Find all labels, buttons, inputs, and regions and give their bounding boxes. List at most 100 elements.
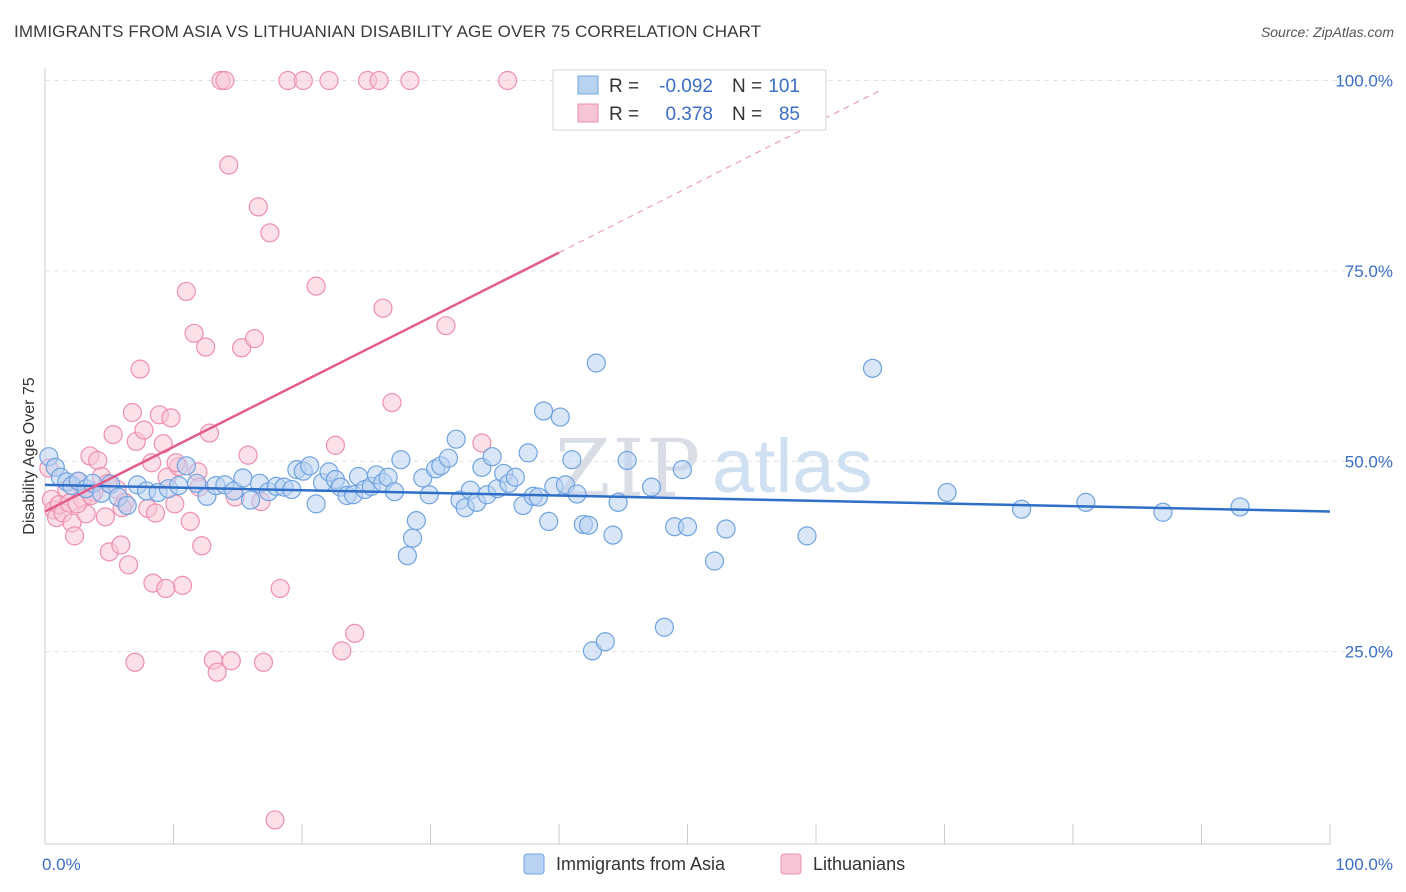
asia-point-72: [533, 401, 554, 421]
asia-point-11: [117, 495, 137, 516]
lithuanian-point-46: [207, 662, 227, 682]
asia-point-55: [438, 448, 459, 468]
lithuanian-point-71: [436, 316, 456, 336]
asia-point-88: [654, 617, 674, 637]
x-tick-label-100: 100.0%: [1335, 855, 1393, 874]
asia-point-78: [567, 484, 587, 504]
lithuanian-point-40: [184, 323, 204, 343]
lithuanian-point-24: [122, 402, 142, 423]
lithuanian-point-39: [180, 511, 200, 532]
legend-r-label-2: R =: [609, 104, 639, 125]
y-tick-label-25: 25.0%: [1345, 643, 1393, 662]
asia-point-24: [241, 490, 261, 510]
asia-point-95: [862, 358, 883, 378]
y-tick-label-75: 75.0%: [1345, 262, 1393, 281]
asia-point-48: [397, 546, 417, 566]
lithuanian-point-73: [498, 70, 518, 91]
asia-point-49: [402, 528, 423, 548]
asia-point-100: [1230, 497, 1250, 517]
asia-point-56: [446, 429, 466, 449]
asia-point-83: [595, 632, 615, 652]
lithuanian-point-23: [118, 555, 139, 575]
lithuanian-point-52: [238, 445, 258, 465]
asia-point-80: [578, 515, 599, 535]
legend-n-label-2: N =: [732, 104, 762, 125]
y-tick-labels: 25.0% 50.0% 75.0% 100.0%: [1335, 72, 1393, 662]
source-label: Source: ZipAtlas.com: [1260, 24, 1394, 40]
lithuanian-point-83: [221, 651, 241, 671]
lithuanian-point-27: [134, 420, 154, 440]
x-tick-label-0: 0.0%: [42, 855, 81, 874]
lithuanian-point-78: [125, 652, 145, 672]
asia-point-96: [937, 482, 957, 503]
trend-line-asia: [44, 483, 1331, 513]
lithuanian-point-49: [219, 155, 239, 175]
series-legend-label-lithuanians: Lithuanians: [813, 854, 905, 874]
lithuanian-point-58: [270, 578, 290, 599]
asia-point-16: [169, 476, 189, 496]
lithuanian-point-55: [253, 652, 274, 672]
asia-point-32: [300, 456, 320, 476]
lithuanian-point-61: [306, 276, 326, 296]
lithuanian-point-43: [196, 337, 216, 357]
lithuanian-point-17: [95, 507, 115, 527]
asia-point-93: [716, 519, 736, 539]
lithuanian-point-48: [215, 70, 235, 91]
asia-point-52: [419, 485, 439, 505]
trend-lines: [44, 89, 1331, 513]
lithuanian-point-26: [130, 359, 150, 379]
asia-point-86: [617, 450, 637, 471]
legend-n-label-1: N =: [732, 76, 762, 97]
trend-extension-lithuanians: [558, 89, 881, 254]
asia-point-84: [603, 525, 623, 545]
asia-point-71: [528, 487, 549, 507]
lithuanian-point-72: [472, 433, 492, 453]
lithuanian-point-64: [332, 641, 352, 661]
asia-point-92: [704, 551, 725, 571]
asia-point-99: [1153, 502, 1173, 522]
lithuanian-point-63: [325, 435, 346, 455]
asia-point-50: [406, 511, 426, 531]
asia-point-33: [306, 494, 326, 514]
series-immigrants-from-asia-points: [39, 353, 1250, 661]
lithuanian-point-70: [400, 70, 420, 91]
lithuanian-point-56: [260, 223, 280, 243]
asia-point-63: [482, 447, 502, 467]
legend-r-value-1: -0.092: [659, 76, 713, 97]
lithuanian-point-34: [161, 408, 181, 428]
asia-point-91: [677, 517, 698, 537]
lithuanian-point-62: [319, 70, 339, 91]
asia-point-77: [562, 450, 582, 470]
y-axis-title: Disability Age Over 75: [21, 377, 38, 535]
stats-legend: R = -0.092 N = 101 R = 0.378 N = 85: [552, 69, 827, 131]
asia-point-97: [1011, 499, 1032, 519]
lithuanian-point-15: [88, 450, 108, 471]
series-legend-swatch-lithuanians: [780, 853, 802, 875]
lithuanian-point-30: [145, 503, 166, 523]
asia-point-75: [550, 407, 570, 427]
legend-swatch-pink: [577, 103, 599, 123]
asia-point-23: [233, 468, 253, 488]
y-tick-label-100: 100.0%: [1335, 72, 1393, 91]
lithuanian-point-38: [176, 281, 196, 302]
lithuanian-point-9: [64, 526, 85, 546]
chart-title: IMMIGRANTS FROM ASIA VS LITHUANIAN DISAB…: [14, 22, 762, 41]
lithuanian-point-65: [345, 623, 365, 643]
lithuanian-point-21: [111, 535, 131, 555]
lithuanian-point-67: [369, 70, 389, 91]
asia-point-17: [176, 456, 196, 476]
asia-point-47: [391, 450, 411, 470]
lithuanian-point-68: [373, 298, 393, 318]
legend-n-value-2: 85: [779, 104, 800, 125]
lithuanian-point-54: [248, 197, 268, 217]
asia-point-94: [797, 526, 817, 546]
asia-point-82: [586, 353, 606, 373]
lithuanian-point-60: [293, 70, 313, 91]
series-legend-label-asia: Immigrants from Asia: [556, 854, 726, 874]
lithuanian-point-37: [172, 575, 193, 595]
lithuanian-point-42: [192, 536, 212, 556]
y-tick-label-50: 50.0%: [1345, 452, 1393, 471]
series-legend-swatch-asia: [523, 853, 545, 875]
legend-swatch-blue: [577, 75, 599, 95]
